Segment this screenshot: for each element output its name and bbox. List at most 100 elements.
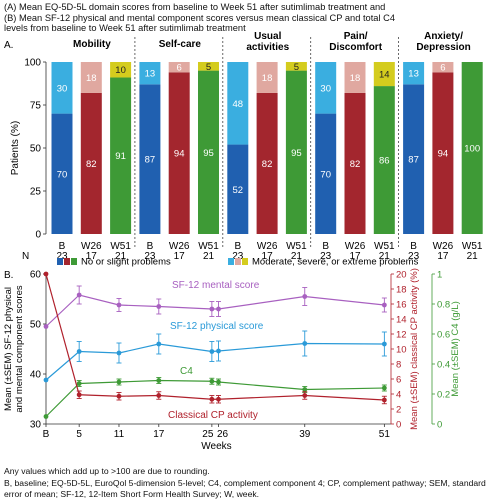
right-y1-axis-label: Mean (±SEM) classical CP activity (%)	[409, 268, 420, 430]
data-point	[116, 379, 122, 385]
bar-segment-no-slight	[315, 113, 337, 234]
x-tick-label: W51	[198, 241, 219, 252]
bar-segment-no-slight	[373, 86, 395, 234]
data-point	[302, 387, 308, 392]
bar-value-label: 82	[350, 159, 361, 170]
bar-segment-moderate-severe	[51, 62, 73, 114]
n-value: 21	[291, 251, 303, 260]
data-point	[43, 377, 49, 383]
group-title: Self-care	[159, 39, 202, 50]
bar-value-label: 14	[379, 70, 390, 81]
legend-swatch-pink	[235, 258, 241, 265]
x-tick-label: W51	[110, 241, 131, 252]
x-tick-label: 11	[114, 429, 125, 440]
x-tick-label: W51	[374, 241, 395, 252]
x-tick-label: 17	[153, 429, 165, 440]
n-value: 23	[408, 251, 420, 260]
n-value: 21	[115, 251, 127, 260]
bar-segment-moderate-severe	[315, 62, 337, 114]
x-tick-label: W26	[169, 241, 190, 252]
data-point	[116, 350, 122, 356]
n-value: 17	[86, 251, 98, 260]
bar-segment-moderate-severe	[139, 62, 161, 85]
x-tick-label: W26	[81, 241, 102, 252]
bar-value-label: 82	[262, 159, 273, 170]
bar-segment-moderate-severe	[227, 62, 249, 145]
bar-value-label: 10	[115, 65, 126, 76]
x-tick-label: B	[234, 241, 241, 252]
data-point	[302, 393, 308, 398]
x-tick-label: B	[410, 241, 417, 252]
n-value: 21	[467, 251, 479, 260]
n-value: 21	[379, 251, 391, 260]
y-tick-label: 25	[30, 187, 42, 198]
data-point	[156, 378, 162, 383]
y-tick-label: 50	[30, 144, 42, 155]
data-point	[216, 396, 221, 402]
n-value: 23	[144, 251, 156, 260]
bar-segment-no-slight	[344, 92, 366, 235]
right-y2-tick-label: 0	[437, 420, 442, 431]
bar-value-label: 87	[408, 155, 419, 166]
right-y1-tick-label: 20	[396, 270, 407, 281]
n-value: 23	[56, 251, 68, 260]
x-axis-label: Weeks	[201, 441, 231, 452]
bar-segment-no-slight	[461, 62, 483, 234]
n-row-label: N	[22, 251, 29, 260]
data-point	[116, 393, 122, 399]
series-line	[45, 273, 385, 401]
right-y1-tick-label: 0	[396, 420, 401, 431]
legend-label-moderate-severe: Moderate, severe, or extreme problems	[252, 257, 419, 268]
bar-segment-no-slight	[168, 72, 190, 234]
bar-segment-no-slight	[110, 77, 132, 234]
x-tick-label: W51	[462, 241, 483, 252]
data-point	[156, 304, 162, 309]
left-y-tick-label: 30	[30, 420, 42, 431]
bar-value-label: 94	[438, 149, 449, 160]
data-point	[76, 292, 82, 298]
data-point	[156, 341, 162, 347]
n-value: 17	[174, 251, 186, 260]
bar-value-label: 87	[145, 155, 156, 166]
x-tick-label: W51	[286, 241, 307, 252]
bar-value-label: 30	[57, 83, 68, 94]
panel-a-label: A.	[4, 40, 13, 51]
data-point	[76, 349, 82, 354]
right-y2-tick-label: 0.2	[437, 390, 450, 401]
y-tick-label: 100	[24, 58, 41, 69]
bar-segment-no-slight	[51, 113, 73, 234]
series-line	[45, 294, 385, 327]
data-point	[43, 271, 49, 277]
right-y2-tick-label: 1	[437, 270, 442, 281]
data-point	[381, 341, 387, 347]
data-point	[76, 381, 82, 386]
bar-value-label: 6	[177, 63, 182, 74]
data-point	[302, 294, 308, 299]
n-value: 17	[349, 251, 361, 260]
bar-segment-moderate-severe	[80, 62, 102, 93]
bar-value-label: 86	[379, 156, 390, 167]
figure-title-b-line2: levels from baseline to Week 51 after su…	[4, 23, 246, 33]
bar-value-label: 52	[233, 185, 244, 196]
data-point	[209, 396, 215, 402]
legend-swatch-green	[71, 258, 77, 265]
x-tick-label: 5	[76, 429, 82, 440]
n-value: 17	[437, 251, 449, 260]
x-tick-label: W26	[433, 241, 454, 252]
data-point	[216, 306, 221, 312]
figure-title-b-line1: (B) Mean SF-12 physical and mental compo…	[4, 12, 395, 23]
bar-value-label: 18	[262, 73, 273, 84]
figure-title-a: (A) Mean EQ-5D-5L domain scores from bas…	[4, 2, 386, 12]
bar-value-label: 95	[203, 148, 214, 159]
legend-swatch-lightblue	[228, 258, 234, 265]
right-y2-tick-label: 0.4	[437, 360, 450, 371]
series-line	[45, 342, 385, 381]
legend-label-no-slight: No or slight problems	[81, 257, 171, 268]
right-y1-tick-label: 2	[396, 405, 401, 416]
n-value: 23	[232, 251, 244, 260]
x-tick-label: W26	[345, 241, 366, 252]
bar-segment-no-slight	[139, 84, 161, 234]
bar-segment-moderate-severe	[168, 62, 190, 73]
bar-segment-no-slight	[198, 70, 219, 234]
bar-segment-moderate-severe	[344, 62, 366, 93]
